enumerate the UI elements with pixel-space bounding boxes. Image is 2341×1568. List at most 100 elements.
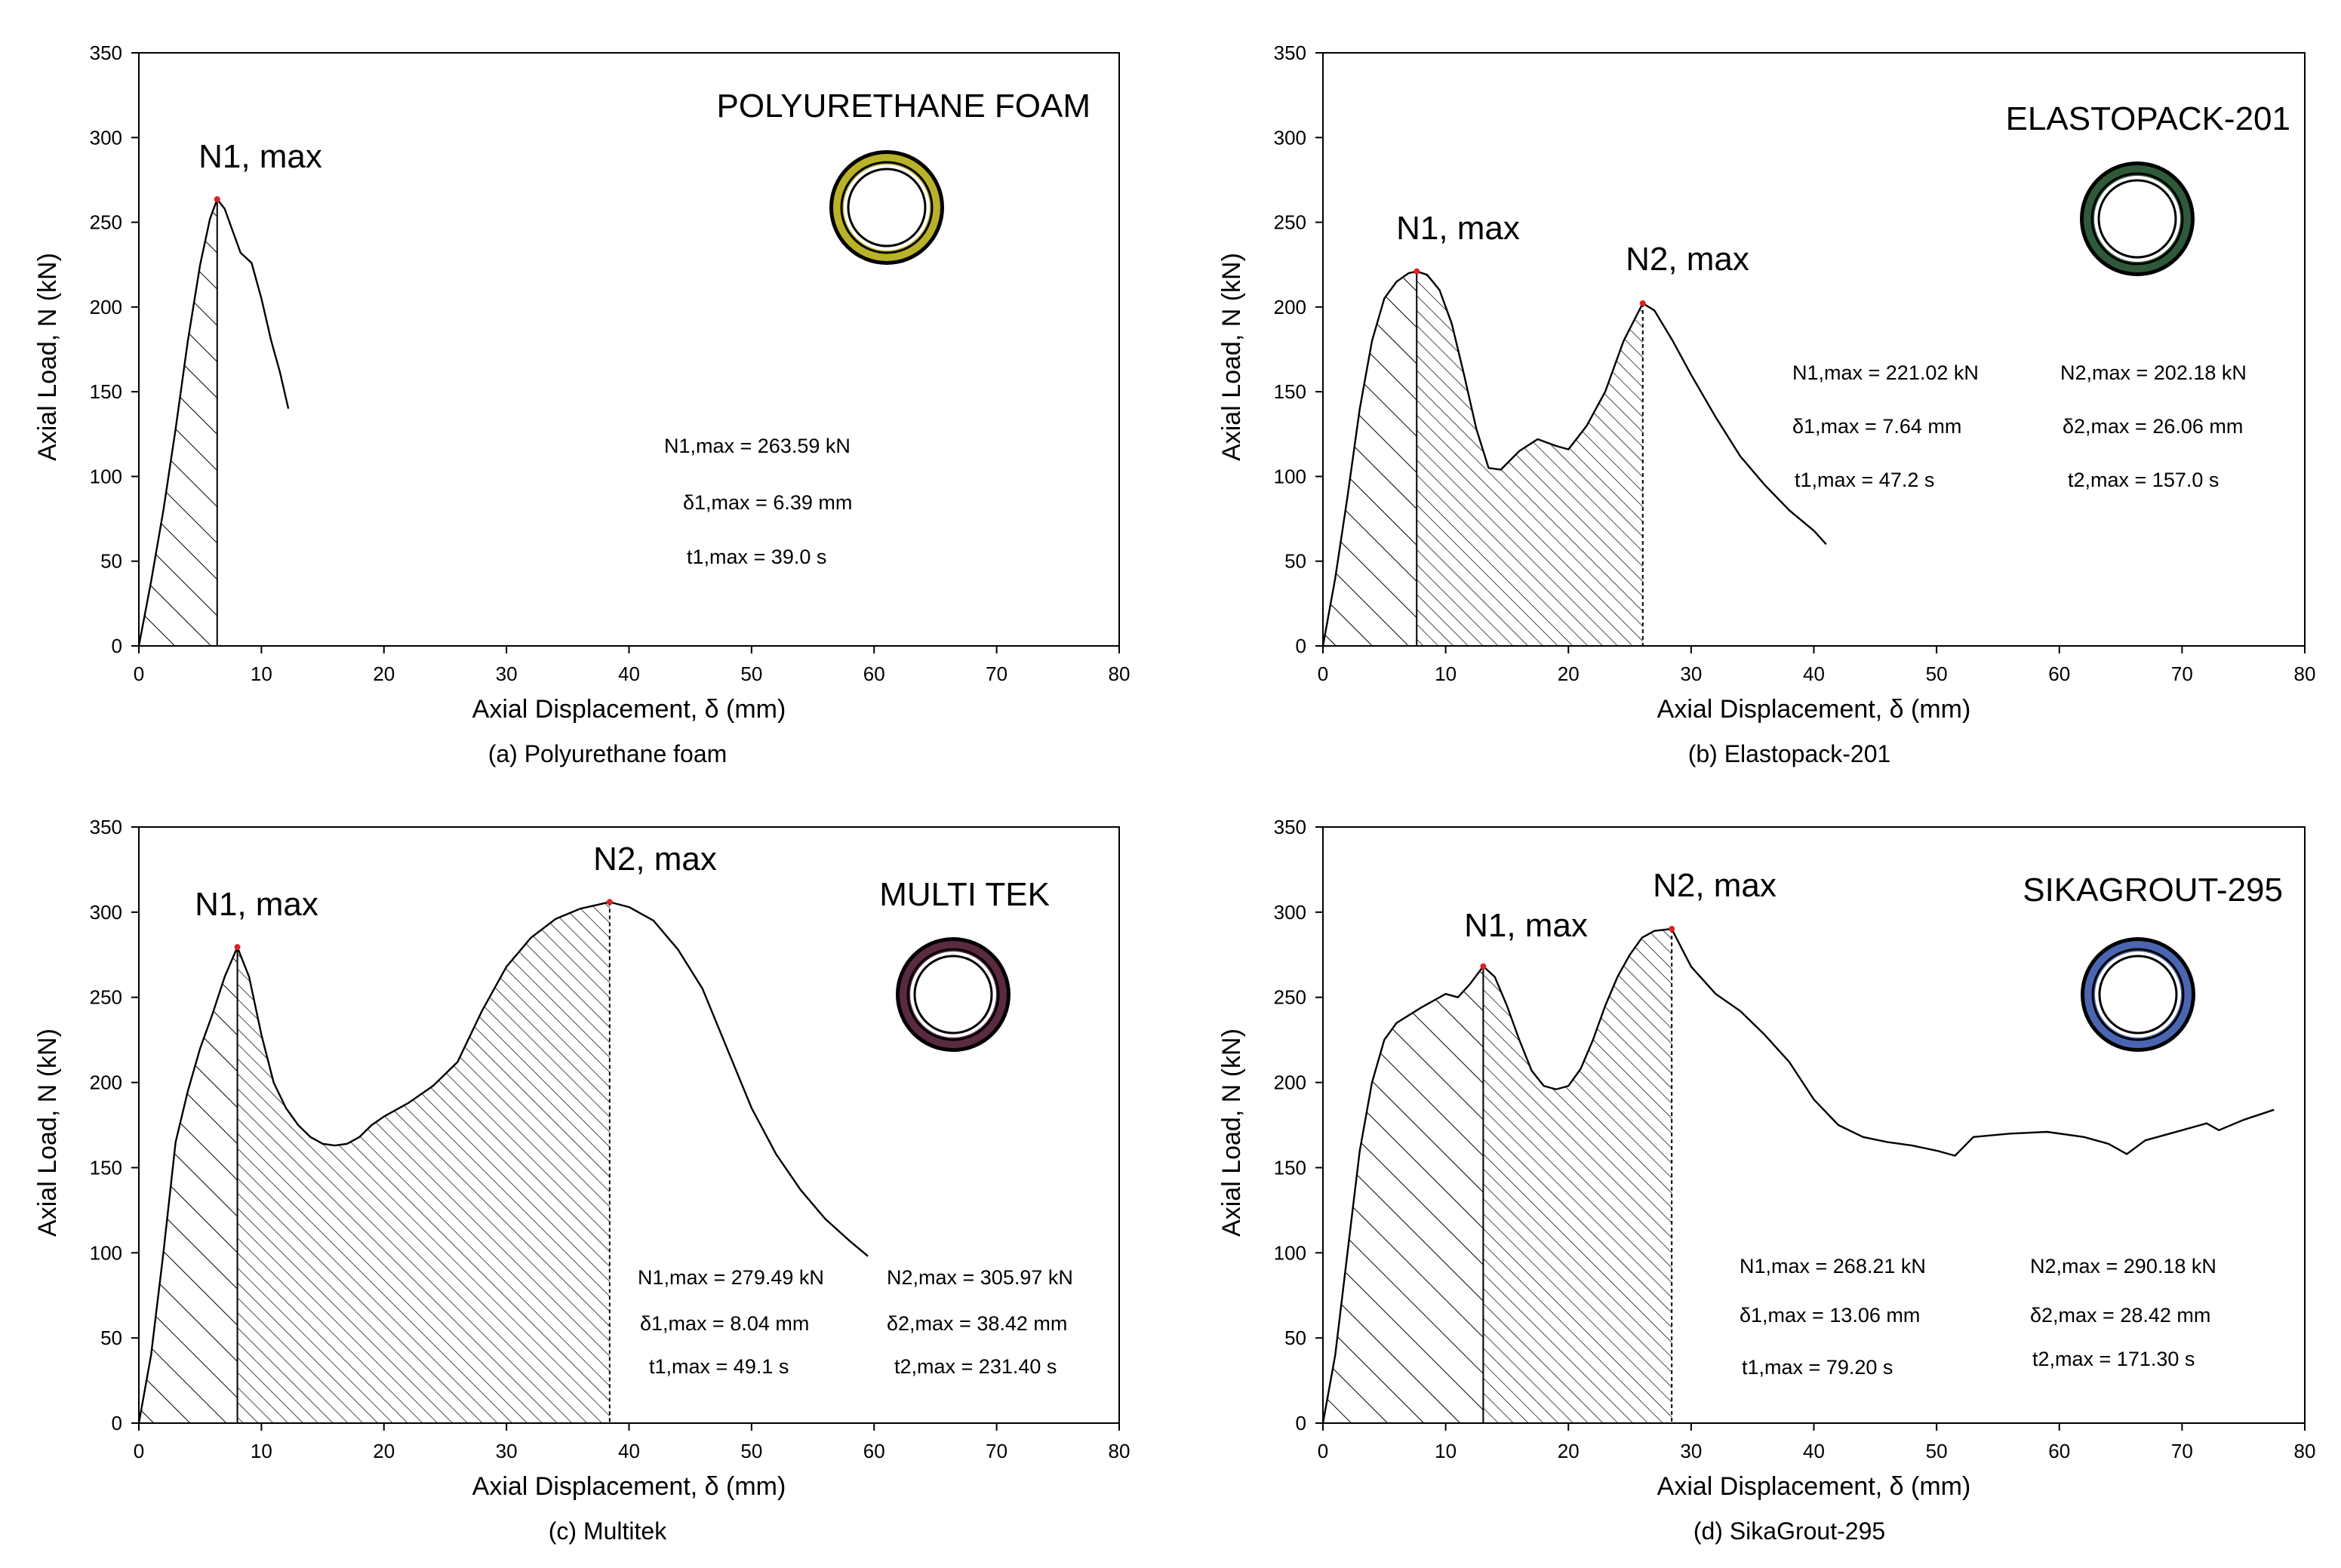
x-tick-label: 10: [1435, 1440, 1457, 1462]
y-tick-label: 300: [90, 901, 122, 924]
peak-annotation: N1,max = 263.59 kN: [664, 435, 851, 457]
hatched-region: [1323, 966, 1484, 1423]
x-tick-label: 60: [863, 1440, 885, 1462]
y-tick-label: 50: [100, 1327, 122, 1349]
y-tick-label: 100: [90, 465, 122, 487]
chart-title: MULTI TEK: [879, 876, 1050, 913]
panel-caption: (c) Multitek: [549, 1517, 667, 1545]
y-axis-label: Axial Load, N (kN): [33, 1028, 62, 1237]
y-tick-label: 100: [1274, 465, 1306, 487]
x-tick-label: 40: [618, 1440, 640, 1462]
peak-annotation: t2,max = 171.30 s: [2032, 1348, 2195, 1370]
y-tick-label: 100: [90, 1241, 122, 1264]
x-tick-label: 0: [1318, 663, 1328, 685]
peak-label: N2, max: [1653, 867, 1777, 904]
x-tick-label: 40: [1803, 1440, 1825, 1462]
x-tick-label: 20: [373, 1440, 395, 1462]
y-tick-label: 300: [1274, 126, 1306, 149]
x-tick-label: 70: [2171, 663, 2193, 685]
y-tick-label: 0: [112, 1412, 122, 1434]
y-tick-label: 50: [1284, 1327, 1306, 1349]
peak-annotation: t1,max = 49.1 s: [649, 1355, 789, 1378]
x-tick-label: 0: [1318, 1440, 1328, 1462]
x-tick-label: 0: [134, 1440, 144, 1462]
chart-panel-d: 0 10 20 30 40 50 60 70 80 0 50 100 150 200 250 300 350 Ax…: [1217, 816, 2315, 1545]
x-axis-label: Axial Displacement, δ (mm): [472, 1472, 786, 1501]
y-tick-label: 50: [1284, 550, 1306, 573]
y-axis-label: Axial Load, N (kN): [1217, 1028, 1246, 1237]
x-tick-label: 50: [1926, 663, 1948, 685]
y-tick-label: 200: [90, 296, 122, 318]
y-tick-label: 150: [90, 380, 122, 403]
peak-marker: [214, 196, 220, 203]
peak-annotation: δ1,max = 6.39 mm: [683, 491, 852, 514]
peak-marker: [1414, 268, 1420, 275]
y-tick-label: 0: [112, 635, 122, 657]
x-tick-label: 30: [496, 1440, 518, 1462]
y-tick-label: 250: [1274, 986, 1306, 1009]
series-line: [1321, 927, 2275, 1424]
specimen-ring-icon: [829, 150, 944, 265]
x-tick-label: 80: [2294, 663, 2316, 685]
hatched-region: [1323, 271, 1417, 646]
peak-label: N1, max: [198, 138, 322, 175]
y-tick-label: 350: [90, 816, 122, 838]
panel-caption: (b) Elastopack-201: [1688, 740, 1891, 767]
y-tick-label: 350: [90, 42, 122, 64]
peak-label: N1, max: [1464, 907, 1588, 944]
peak-annotation: N1,max = 221.02 kN: [1792, 361, 1979, 384]
chart-panel-a: 0 10 20 30 40 50 60 70 80 0 50 100 150 200 250 300 350 Ax…: [33, 42, 1130, 767]
x-tick-label: 20: [1558, 663, 1580, 685]
y-tick-label: 200: [1274, 1071, 1306, 1094]
panel-caption: (a) Polyurethane foam: [488, 740, 728, 767]
y-tick-label: 0: [1296, 1412, 1306, 1434]
x-tick-label: 70: [986, 1440, 1007, 1462]
hatched-region: [1417, 271, 1643, 646]
peak-annotation: δ1,max = 13.06 mm: [1740, 1304, 1920, 1327]
y-tick-label: 200: [90, 1071, 122, 1094]
specimen-ring-icon: [2081, 937, 2195, 1052]
peak-annotation: N2,max = 290.18 kN: [2030, 1255, 2216, 1277]
peak-marker: [606, 899, 613, 905]
x-tick-label: 50: [740, 663, 762, 685]
x-tick-label: 50: [1926, 1440, 1948, 1462]
chart-title: SIKAGROUT-295: [2023, 872, 2283, 909]
y-tick-label: 150: [90, 1156, 122, 1179]
peak-label: N2, max: [593, 841, 717, 878]
x-tick-label: 50: [740, 1440, 762, 1462]
x-tick-label: 30: [496, 663, 518, 685]
peak-annotation: t1,max = 39.0 s: [687, 546, 826, 568]
specimen-ring-icon: [2080, 161, 2195, 276]
peak-marker: [1480, 963, 1487, 970]
hatched-region: [139, 199, 217, 646]
series-line: [1321, 270, 1827, 647]
peak-annotation: N1,max = 279.49 kN: [638, 1266, 824, 1289]
series-line: [137, 901, 869, 1424]
x-tick-label: 10: [251, 1440, 272, 1462]
hatched-region: [237, 902, 610, 1423]
x-tick-label: 30: [1680, 663, 1702, 685]
x-tick-label: 60: [863, 663, 885, 685]
peak-label: N1, max: [195, 886, 318, 923]
x-tick-label: 0: [134, 663, 144, 685]
y-tick-label: 250: [1274, 211, 1306, 234]
x-tick-label: 70: [2171, 1440, 2193, 1462]
x-axis-label: Axial Displacement, δ (mm): [1657, 695, 1971, 724]
peak-marker: [1669, 926, 1675, 933]
peak-label: N1, max: [1396, 210, 1520, 247]
y-tick-label: 100: [1274, 1241, 1306, 1264]
peak-marker: [1639, 300, 1646, 306]
hatched-region: [139, 947, 238, 1423]
x-tick-label: 40: [618, 663, 640, 685]
x-axis-label: Axial Displacement, δ (mm): [472, 695, 786, 724]
peak-annotation: t2,max = 231.40 s: [894, 1355, 1057, 1378]
y-tick-label: 300: [90, 126, 122, 149]
peak-annotation: t2,max = 157.0 s: [2068, 469, 2219, 491]
x-tick-label: 70: [986, 663, 1007, 685]
y-tick-label: 350: [1274, 816, 1306, 838]
peak-annotation: N2,max = 305.97 kN: [887, 1266, 1073, 1289]
x-tick-label: 20: [1558, 1440, 1580, 1462]
chart-panel-b: 0 10 20 30 40 50 60 70 80 0 50 100 150 200 250 300 350 Ax…: [1217, 42, 2315, 767]
y-tick-label: 150: [1274, 380, 1306, 403]
